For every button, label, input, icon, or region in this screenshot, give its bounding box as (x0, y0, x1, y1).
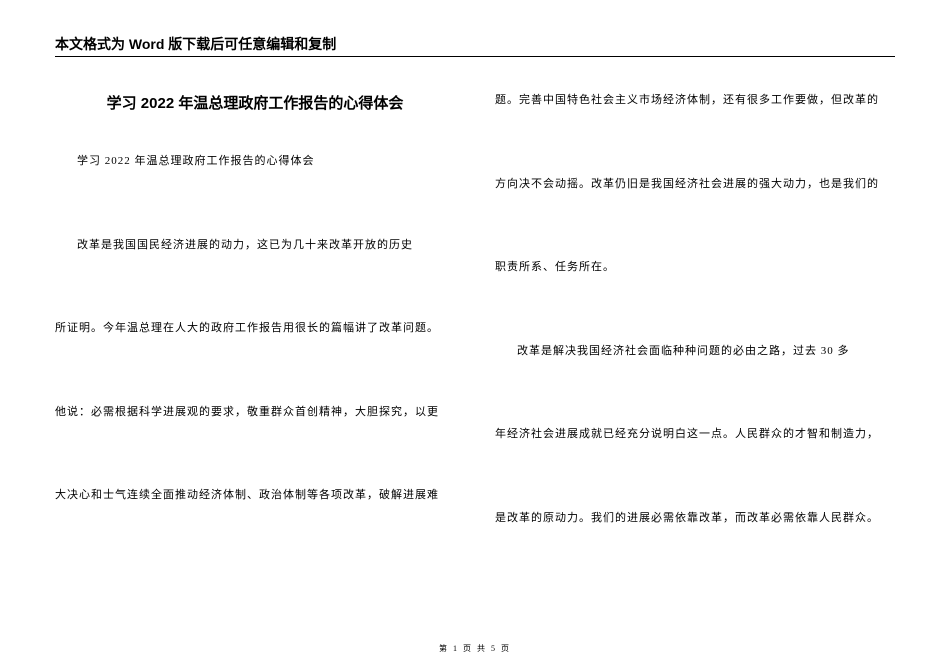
paragraph: 年经济社会进展成就已经充分说明白这一点。人民群众的才智和制造力， (495, 426, 895, 444)
paragraph: 题。完善中国特色社会主义市场经济体制，还有很多工作要做，但改革的 (495, 92, 895, 110)
page-footer: 第 1 页 共 5 页 (0, 643, 950, 654)
paragraph: 职责所系、任务所在。 (495, 259, 895, 277)
paragraph: 他说：必需根据科学进展观的要求，敬重群众首创精神，大胆探究，以更 (55, 404, 455, 422)
paragraph: 是改革的原动力。我们的进展必需依靠改革，而改革必需依靠人民群众。 (495, 510, 895, 528)
paragraph: 大决心和士气连续全面推动经济体制、政治体制等各项改革，破解进展难 (55, 487, 455, 505)
document-title: 学习 2022 年温总理政府工作报告的心得体会 (55, 92, 455, 113)
paragraph: 所证明。今年温总理在人大的政府工作报告用很长的篇幅讲了改革问题。 (55, 320, 455, 338)
paragraph: 学习 2022 年温总理政府工作报告的心得体会 (55, 153, 455, 171)
content-area: 学习 2022 年温总理政府工作报告的心得体会 学习 2022 年温总理政府工作… (55, 80, 895, 632)
left-column: 学习 2022 年温总理政府工作报告的心得体会 学习 2022 年温总理政府工作… (55, 80, 455, 632)
header-notice: 本文格式为 Word 版下载后可任意编辑和复制 (55, 34, 336, 54)
paragraph: 改革是我国国民经济进展的动力，这已为几十来改革开放的历史 (55, 237, 455, 255)
right-column: 题。完善中国特色社会主义市场经济体制，还有很多工作要做，但改革的 方向决不会动摇… (495, 80, 895, 632)
paragraph: 方向决不会动摇。改革仍旧是我国经济社会进展的强大动力，也是我们的 (495, 176, 895, 194)
paragraph: 改革是解决我国经济社会面临种种问题的必由之路，过去 30 多 (495, 343, 895, 361)
header-rule (55, 56, 895, 57)
